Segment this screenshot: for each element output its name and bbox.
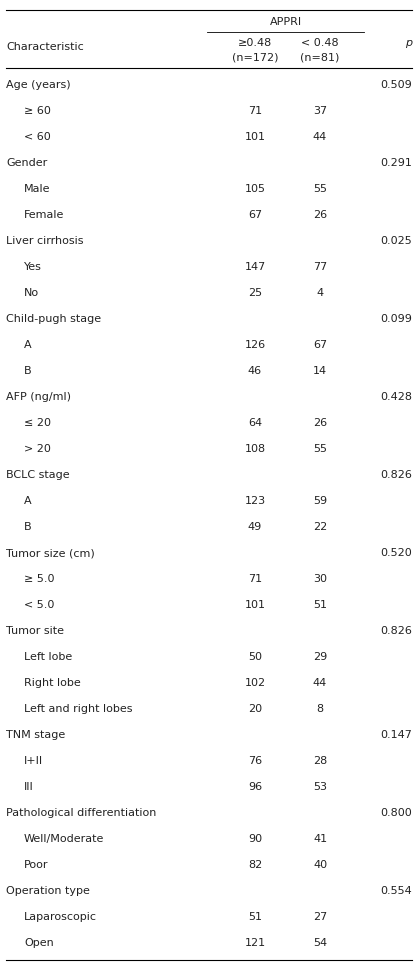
Text: ≤ 20: ≤ 20	[24, 418, 51, 428]
Text: APPRI: APPRI	[270, 17, 302, 27]
Text: ≥ 5.0: ≥ 5.0	[24, 574, 54, 584]
Text: 0.554: 0.554	[380, 886, 412, 896]
Text: 54: 54	[313, 938, 327, 948]
Text: Poor: Poor	[24, 860, 49, 870]
Text: Operation type: Operation type	[6, 886, 90, 896]
Text: < 0.48: < 0.48	[301, 38, 339, 48]
Text: 14: 14	[313, 366, 327, 376]
Text: Right lobe: Right lobe	[24, 678, 81, 688]
Text: p: p	[405, 38, 412, 48]
Text: 44: 44	[313, 132, 327, 142]
Text: > 20: > 20	[24, 444, 51, 454]
Text: 0.025: 0.025	[380, 236, 412, 246]
Text: 49: 49	[248, 522, 262, 532]
Text: (n=81): (n=81)	[300, 52, 340, 62]
Text: Tumor size (cm): Tumor size (cm)	[6, 548, 95, 558]
Text: 26: 26	[313, 418, 327, 428]
Text: 108: 108	[245, 444, 265, 454]
Text: 0.826: 0.826	[380, 470, 412, 480]
Text: Age (years): Age (years)	[6, 80, 71, 90]
Text: 67: 67	[313, 340, 327, 350]
Text: 50: 50	[248, 652, 262, 662]
Text: 26: 26	[313, 210, 327, 220]
Text: 71: 71	[248, 574, 262, 584]
Text: 4: 4	[317, 288, 324, 298]
Text: 22: 22	[313, 522, 327, 532]
Text: No: No	[24, 288, 39, 298]
Text: 126: 126	[245, 340, 265, 350]
Text: 53: 53	[313, 782, 327, 792]
Text: Male: Male	[24, 184, 50, 194]
Text: 147: 147	[244, 262, 266, 272]
Text: 0.520: 0.520	[380, 548, 412, 558]
Text: A: A	[24, 340, 32, 350]
Text: 41: 41	[313, 834, 327, 844]
Text: 0.800: 0.800	[380, 808, 412, 818]
Text: < 5.0: < 5.0	[24, 600, 54, 610]
Text: 8: 8	[317, 704, 324, 714]
Text: 96: 96	[248, 782, 262, 792]
Text: BCLC stage: BCLC stage	[6, 470, 69, 480]
Text: 20: 20	[248, 704, 262, 714]
Text: ≥ 60: ≥ 60	[24, 106, 51, 116]
Text: Left lobe: Left lobe	[24, 652, 72, 662]
Text: 44: 44	[313, 678, 327, 688]
Text: 29: 29	[313, 652, 327, 662]
Text: I+II: I+II	[24, 756, 43, 766]
Text: 51: 51	[248, 912, 262, 922]
Text: Liver cirrhosis: Liver cirrhosis	[6, 236, 84, 246]
Text: 59: 59	[313, 496, 327, 506]
Text: 55: 55	[313, 184, 327, 194]
Text: Child-pugh stage: Child-pugh stage	[6, 314, 101, 324]
Text: (n=172): (n=172)	[232, 52, 278, 62]
Text: Tumor site: Tumor site	[6, 626, 64, 636]
Text: Well/Moderate: Well/Moderate	[24, 834, 104, 844]
Text: 101: 101	[245, 600, 265, 610]
Text: Laparoscopic: Laparoscopic	[24, 912, 97, 922]
Text: III: III	[24, 782, 34, 792]
Text: Gender: Gender	[6, 158, 47, 168]
Text: 25: 25	[248, 288, 262, 298]
Text: 0.826: 0.826	[380, 626, 412, 636]
Text: 37: 37	[313, 106, 327, 116]
Text: 101: 101	[245, 132, 265, 142]
Text: TNM stage: TNM stage	[6, 730, 65, 740]
Text: Open: Open	[24, 938, 54, 948]
Text: Yes: Yes	[24, 262, 42, 272]
Text: 27: 27	[313, 912, 327, 922]
Text: 30: 30	[313, 574, 327, 584]
Text: 55: 55	[313, 444, 327, 454]
Text: 0.291: 0.291	[380, 158, 412, 168]
Text: 102: 102	[245, 678, 265, 688]
Text: 51: 51	[313, 600, 327, 610]
Text: 121: 121	[245, 938, 265, 948]
Text: < 60: < 60	[24, 132, 51, 142]
Text: 123: 123	[245, 496, 265, 506]
Text: 28: 28	[313, 756, 327, 766]
Text: Female: Female	[24, 210, 64, 220]
Text: 105: 105	[245, 184, 265, 194]
Text: 0.509: 0.509	[380, 80, 412, 90]
Text: 0.147: 0.147	[380, 730, 412, 740]
Text: 90: 90	[248, 834, 262, 844]
Text: 77: 77	[313, 262, 327, 272]
Text: 76: 76	[248, 756, 262, 766]
Text: B: B	[24, 366, 32, 376]
Text: Pathological differentiation: Pathological differentiation	[6, 808, 156, 818]
Text: 67: 67	[248, 210, 262, 220]
Text: 64: 64	[248, 418, 262, 428]
Text: 0.099: 0.099	[380, 314, 412, 324]
Text: ≥0.48: ≥0.48	[238, 38, 272, 48]
Text: 71: 71	[248, 106, 262, 116]
Text: AFP (ng/ml): AFP (ng/ml)	[6, 392, 71, 402]
Text: A: A	[24, 496, 32, 506]
Text: 46: 46	[248, 366, 262, 376]
Text: Left and right lobes: Left and right lobes	[24, 704, 133, 714]
Text: 82: 82	[248, 860, 262, 870]
Text: B: B	[24, 522, 32, 532]
Text: 0.428: 0.428	[380, 392, 412, 402]
Text: 40: 40	[313, 860, 327, 870]
Text: Characteristic: Characteristic	[6, 42, 84, 52]
